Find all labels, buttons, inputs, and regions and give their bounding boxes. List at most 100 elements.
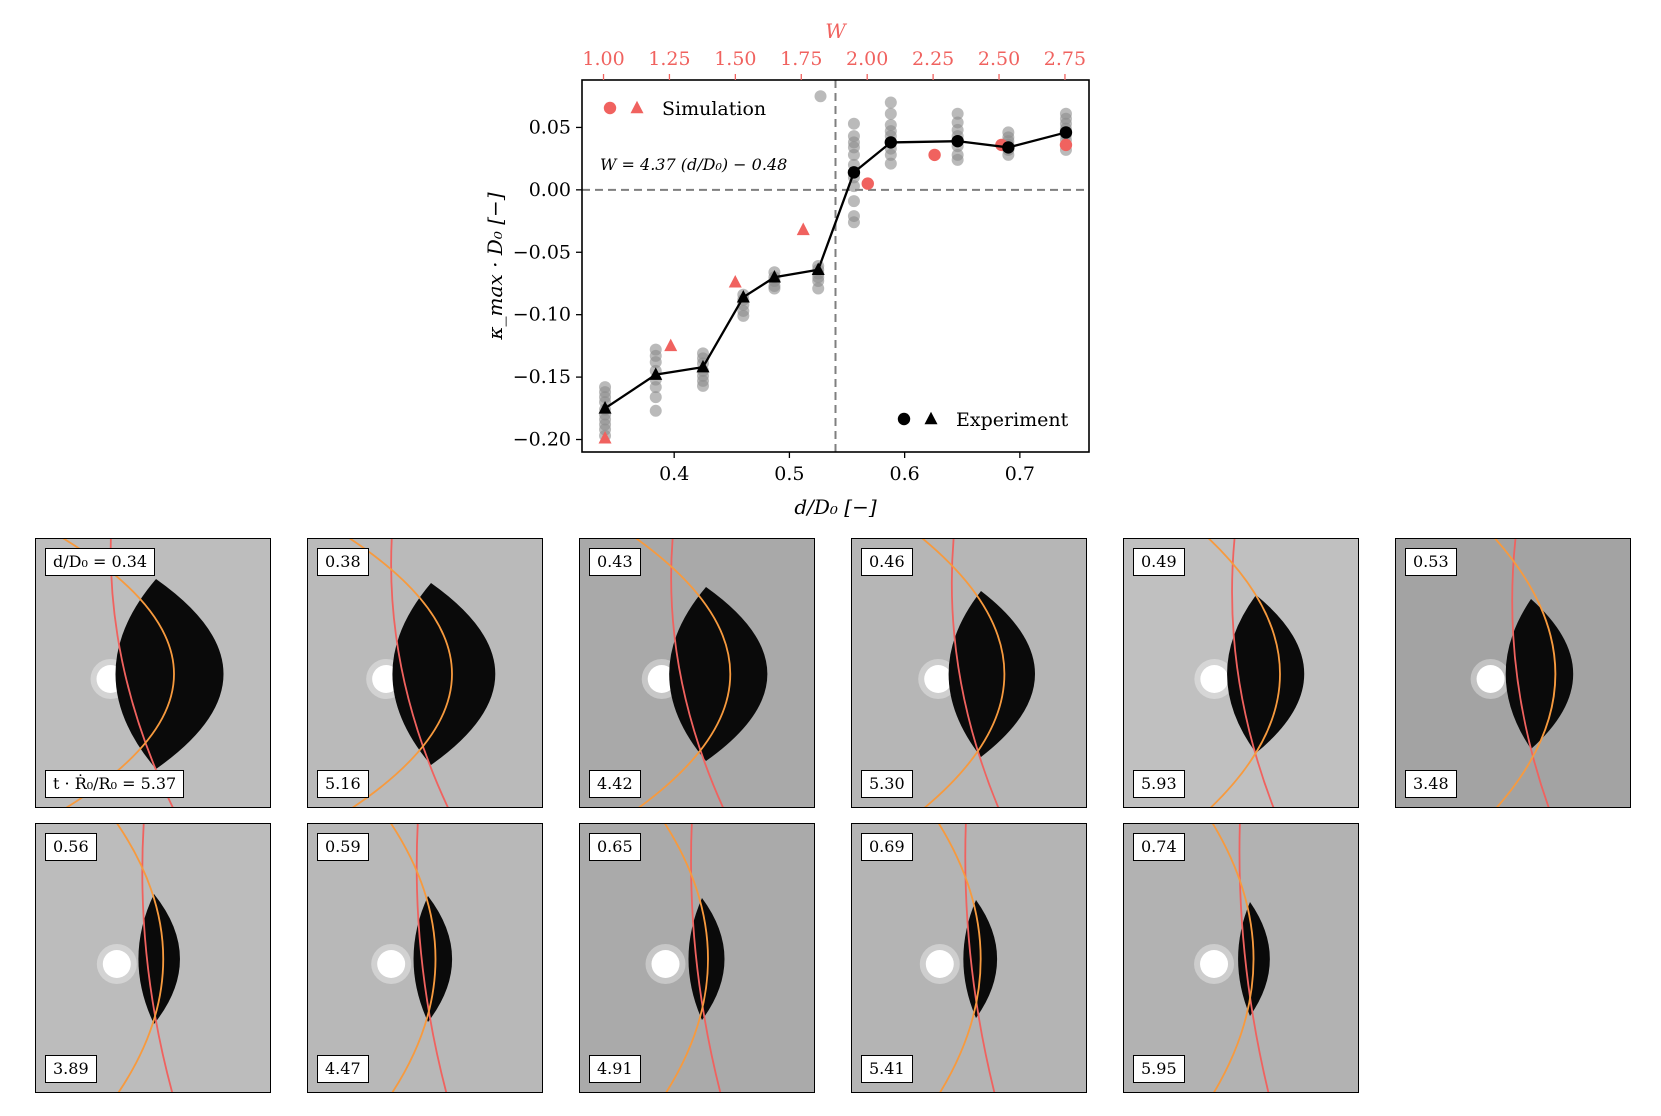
panel-time-label: 5.16: [317, 770, 369, 798]
panel-time-label: 5.95: [1133, 1055, 1185, 1083]
dark-region: [948, 591, 1035, 757]
experiment-point: [811, 262, 825, 276]
bright-spot: [925, 950, 954, 978]
raw-point: [649, 356, 662, 369]
bright-spot: [377, 950, 406, 978]
raw-point: [812, 282, 825, 295]
orange-fit-curve: [116, 824, 165, 1092]
top-tick-label: 1.75: [780, 48, 822, 70]
image-panel: 0.49 5.93: [1123, 538, 1359, 808]
panel-image: [1470, 539, 1574, 807]
panel-time-label: 4.42: [589, 770, 641, 798]
panel-image: [96, 824, 180, 1092]
panel-time-label: 3.48: [1405, 770, 1457, 798]
image-panel: 0.74 5.95: [1123, 823, 1359, 1093]
bright-spot: [1476, 665, 1505, 693]
y-tick-label: 0.00: [529, 179, 571, 201]
raw-point: [847, 148, 860, 161]
top-tick-label: 1.00: [582, 48, 624, 70]
image-panel: 0.65 4.91: [579, 823, 815, 1093]
image-panel: 0.59 4.47: [307, 823, 543, 1093]
orange-fit-curve: [348, 539, 453, 807]
image-panel: 0.38 5.16: [307, 538, 543, 808]
y-tick-label: 0.05: [529, 116, 571, 138]
orange-fit-curve: [921, 539, 1006, 807]
raw-point: [884, 157, 897, 170]
raw-point: [884, 96, 897, 109]
panel-time-label: 5.93: [1133, 770, 1185, 798]
panel-image: [919, 824, 998, 1092]
top-tick-label: 1.50: [714, 48, 756, 70]
dark-region: [413, 896, 453, 1022]
raw-point: [847, 216, 860, 229]
image-panel: d/D₀ = 0.34 t · Ṙ₀/R₀ = 5.37: [35, 538, 271, 808]
bright-spot: [102, 950, 131, 978]
red-fit-curve: [1511, 539, 1550, 807]
panel-ratio-label: 0.53: [1405, 548, 1457, 576]
bright-halo: [918, 659, 959, 699]
x-axis-label: d/D₀ [−]: [794, 495, 877, 519]
top-tick-label: 2.25: [912, 48, 954, 70]
panel-time-label: 3.89: [45, 1055, 97, 1083]
red-fit-curve: [1238, 824, 1270, 1092]
experiment-point: [736, 289, 750, 303]
x-tick-label: 0.5: [774, 463, 804, 485]
red-fit-curve: [1231, 539, 1275, 807]
panel-image: [348, 539, 496, 807]
panel-image: [918, 539, 1035, 807]
panel-image: [635, 539, 768, 807]
bright-spot: [1200, 665, 1229, 693]
dark-region: [688, 898, 725, 1020]
panel-ratio-label: 0.49: [1133, 548, 1185, 576]
simulation-point: [861, 177, 874, 190]
bright-halo: [96, 944, 137, 984]
panel-ratio-label: d/D₀ = 0.34: [45, 548, 156, 576]
panel-time-label: 4.47: [317, 1055, 369, 1083]
fit-equation: W = 4.37 (d/D₀) − 0.48: [600, 155, 787, 174]
legend-experiment-triangle: [924, 411, 938, 425]
raw-point: [814, 90, 827, 103]
raw-point: [768, 282, 781, 295]
panel-ratio-label: 0.56: [45, 833, 97, 861]
simulation-point: [664, 338, 678, 352]
panel-image: [1194, 824, 1270, 1092]
curvature-chart: 0.4 0.5 0.6 0.7 0.05 0.00 −0.05 −0.10 −0.15 −0.20…: [483, 19, 1090, 519]
top-tick-label: 2.00: [846, 48, 888, 70]
image-panel: 0.43 4.42: [579, 538, 815, 808]
legend-experiment-label: Experiment: [956, 409, 1069, 431]
x-tick-label: 0.7: [1005, 463, 1035, 485]
raw-point: [649, 404, 662, 417]
x-tick-label: 0.4: [659, 463, 689, 485]
image-panel: 0.56 3.89: [35, 823, 271, 1093]
y-tick-label: −0.10: [513, 304, 571, 326]
raw-point: [951, 153, 964, 166]
dark-region: [115, 579, 224, 769]
experiment-point: [1002, 141, 1015, 154]
image-panel: 0.46 5.30: [851, 538, 1087, 808]
experiment-point: [696, 359, 710, 373]
raw-point: [951, 107, 964, 120]
image-panel: 0.53 3.48: [1395, 538, 1631, 808]
red-fit-curve: [141, 824, 174, 1092]
top-tick-label: 1.25: [648, 48, 690, 70]
raw-point: [649, 381, 662, 394]
experiment-point: [1059, 126, 1073, 139]
bright-spot: [647, 665, 676, 693]
dark-region: [138, 894, 180, 1024]
simulation-point: [598, 431, 612, 444]
orange-fit-curve: [635, 539, 731, 807]
bright-halo: [1194, 944, 1235, 984]
bright-spot: [651, 950, 680, 978]
dark-region: [392, 583, 496, 765]
bright-halo: [371, 944, 412, 984]
image-panel: 0.69 5.41: [851, 823, 1087, 1093]
panel-ratio-label: 0.74: [1133, 833, 1185, 861]
orange-fit-curve: [1211, 824, 1255, 1092]
bright-spot: [1200, 950, 1229, 978]
orange-fit-curve: [1494, 539, 1557, 807]
legend-experiment-circle: [897, 412, 911, 426]
legend-simulation-circle: [603, 101, 617, 115]
panel-ratio-label: 0.59: [317, 833, 369, 861]
raw-point: [884, 148, 897, 161]
panel-time-label: 5.30: [861, 770, 913, 798]
